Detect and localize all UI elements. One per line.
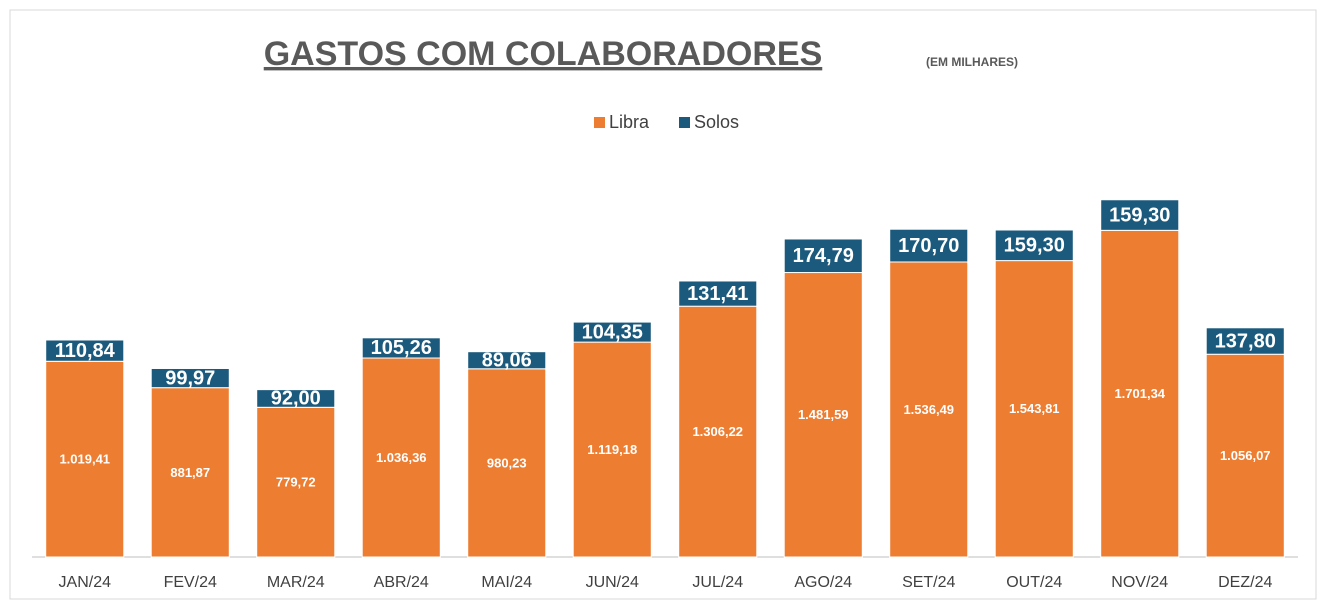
data-label: 1.056,07 <box>1220 448 1271 463</box>
data-label: 1.119,18 <box>587 442 637 457</box>
data-label: 1.019,41 <box>59 452 110 467</box>
legend-label: Solos <box>694 112 739 132</box>
data-label: 131,41 <box>687 283 748 305</box>
data-label: 1.481,59 <box>798 407 849 422</box>
bar-segment <box>994 260 1074 558</box>
chart-title: GASTOS COM COLABORADORES <box>264 35 823 73</box>
bar-segment <box>678 305 758 558</box>
bar-segment <box>1100 199 1180 231</box>
bar-segment <box>783 272 863 558</box>
data-label: 159,30 <box>1004 235 1065 257</box>
x-tick-label: DEZ/24 <box>1218 574 1272 591</box>
bar-segment <box>256 389 336 408</box>
data-label: 89,06 <box>482 350 532 372</box>
data-label: 1.536,49 <box>903 402 954 417</box>
x-tick-label: MAI/24 <box>481 574 532 591</box>
data-label: 104,35 <box>582 321 643 343</box>
bar-segment <box>572 321 652 343</box>
data-label: 1.306,22 <box>692 424 743 439</box>
data-label: 1.036,36 <box>376 450 427 465</box>
bar-segment <box>994 229 1074 262</box>
data-label: 105,26 <box>371 337 432 359</box>
x-tick-label: SET/24 <box>902 574 955 591</box>
data-label: 159,30 <box>1109 204 1170 226</box>
data-label: 1.543,81 <box>1009 401 1060 416</box>
bar-segment <box>361 337 441 359</box>
chart-subtitle: (EM MILHARES) <box>926 55 1018 69</box>
data-label: 1.701,34 <box>1114 386 1165 401</box>
bar-segment <box>678 280 758 307</box>
bar-segment <box>467 351 547 370</box>
legend-swatch <box>679 117 690 128</box>
x-tick-label: JUN/24 <box>586 574 639 591</box>
bar-segment <box>150 367 230 389</box>
data-label: 779,72 <box>276 475 316 490</box>
data-label: 174,79 <box>793 245 854 267</box>
x-tick-label: OUT/24 <box>1006 574 1062 591</box>
data-label: 170,70 <box>898 235 959 257</box>
legend-swatch <box>594 117 605 128</box>
x-tick-label: JAN/24 <box>59 574 112 591</box>
x-tick-label: AGO/24 <box>794 574 852 591</box>
x-tick-label: MAR/24 <box>267 574 325 591</box>
x-tick-label: FEV/24 <box>164 574 217 591</box>
bar-segment <box>45 360 125 558</box>
bar-segment <box>889 261 969 558</box>
bar-segment <box>45 339 125 362</box>
bar-segment <box>467 368 547 558</box>
x-tick-label: JUL/24 <box>692 574 743 591</box>
bar-segment <box>889 228 969 263</box>
bar-segment <box>783 238 863 274</box>
bar-segment <box>361 357 441 558</box>
bar-segment <box>1100 229 1180 558</box>
x-tick-label: ABR/24 <box>374 574 429 591</box>
data-label: 881,87 <box>170 465 210 480</box>
data-label: 980,23 <box>487 455 527 470</box>
bar-segment <box>256 406 336 558</box>
data-label: 137,80 <box>1215 330 1276 352</box>
data-label: 99,97 <box>165 367 215 389</box>
data-label: 110,84 <box>55 340 116 362</box>
legend-label: Libra <box>609 112 650 132</box>
x-tick-label: NOV/24 <box>1111 574 1168 591</box>
bar-segment <box>572 341 652 558</box>
bar-segment <box>1205 327 1285 355</box>
bar-segment <box>150 387 230 558</box>
bar-segment <box>1205 353 1285 558</box>
data-label: 92,00 <box>271 388 321 410</box>
